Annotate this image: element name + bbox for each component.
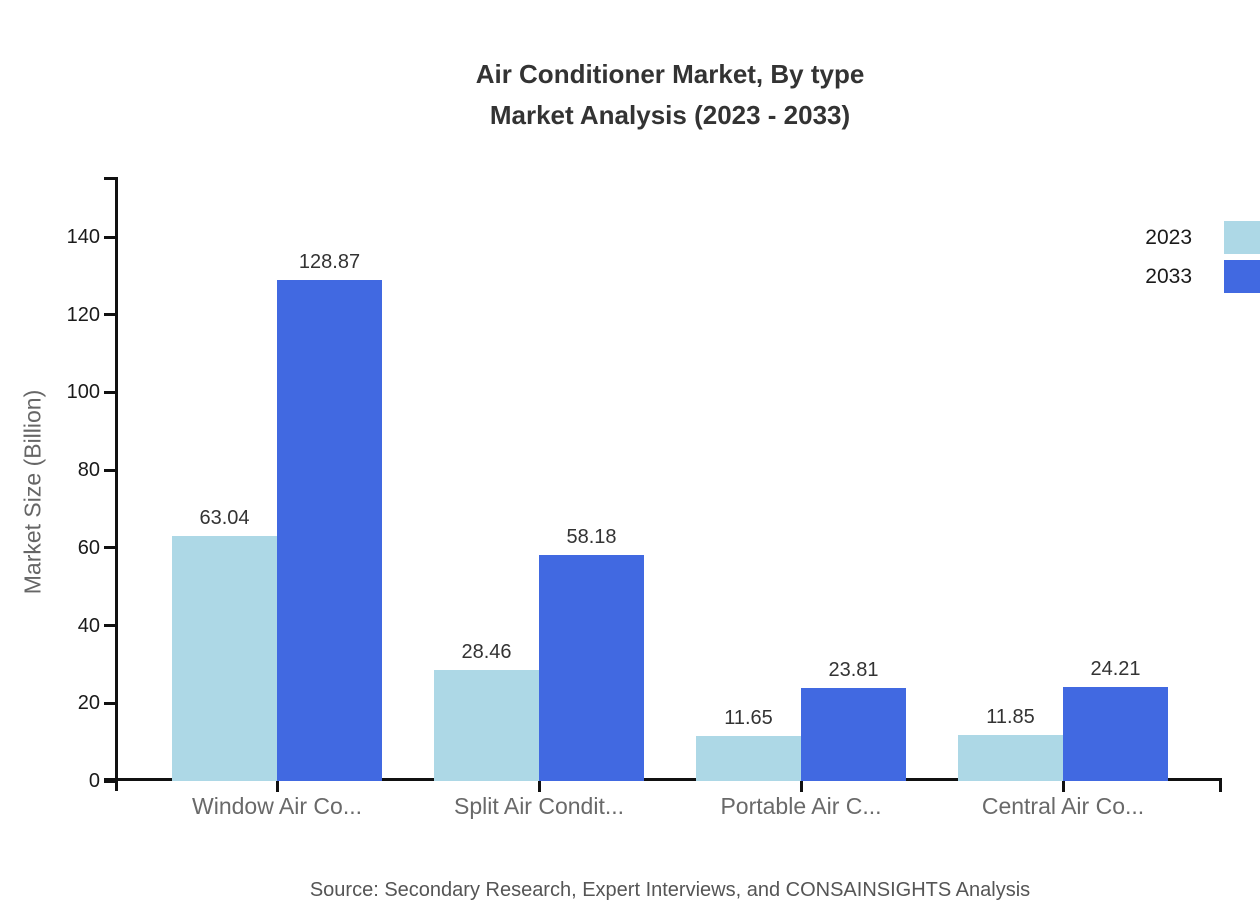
y-tick-label: 0 [88,770,100,792]
y-tick [104,313,118,317]
x-tick [275,781,279,792]
y-axis-line [115,178,118,791]
y-tick-label: 120 [66,303,100,326]
y-tick [104,468,118,472]
bar-2033-group-1 [277,280,382,781]
y-tick [104,390,118,394]
x-axis-line [104,778,1222,781]
bar-value-label: 11.85 [986,705,1035,728]
source-line: Source: Secondary Research, Expert Inter… [309,879,1031,901]
x-category-label: Split Air Condit... [453,793,625,819]
x-tick [1061,781,1065,792]
bar-value-label: 11.65 [724,706,773,729]
bar-value-label: 128.87 [298,251,361,274]
x-category-label: Window Air Co... [192,793,362,819]
legend-swatch-2023 [1224,221,1260,254]
y-tick [104,779,118,783]
chart-title-line-1: Air Conditioner Market, By type [475,59,865,89]
y-tick [104,701,118,705]
x-axis-end-tick [1219,778,1222,792]
legend-label-2033: 2033 [1145,265,1192,288]
bar-2023-group-3 [696,735,801,781]
y-tick-label: 20 [77,692,100,715]
bar-2023-group-4 [958,734,1063,781]
x-tick [799,781,803,792]
bar-value-label: 63.04 [199,507,250,530]
chart-title-line-2: Market Analysis (2023 - 2033) [489,100,851,130]
bar-2023-group-2 [434,670,539,781]
x-category-label: Central Air Co... [981,793,1145,819]
bar-2033-group-2 [539,554,644,781]
y-tick [104,546,118,550]
y-tick-label: 80 [77,459,100,482]
x-category-label: Portable Air C... [720,793,882,819]
y-tick [104,624,118,628]
y-tick-label: 140 [66,226,100,248]
y-axis-end-tick [104,176,118,180]
legend-label-2023: 2023 [1145,226,1192,249]
y-tick-label: 100 [66,381,100,404]
bar-2023-group-1 [172,536,277,781]
bar-value-label: 24.21 [1090,657,1141,680]
bar-value-label: 23.81 [828,659,879,682]
y-tick-label: 40 [77,614,100,637]
x-tick [537,781,541,792]
bar-value-label: 58.18 [566,525,617,548]
bar-2033-group-3 [801,688,906,781]
y-tick [104,235,118,239]
chart-title: Air Conditioner Market, By type Market A… [80,54,1260,136]
y-tick-label: 60 [77,536,100,559]
bar-value-label: 28.46 [461,641,512,664]
bar-2033-group-4 [1063,686,1168,781]
legend-swatch-2033 [1224,260,1260,293]
